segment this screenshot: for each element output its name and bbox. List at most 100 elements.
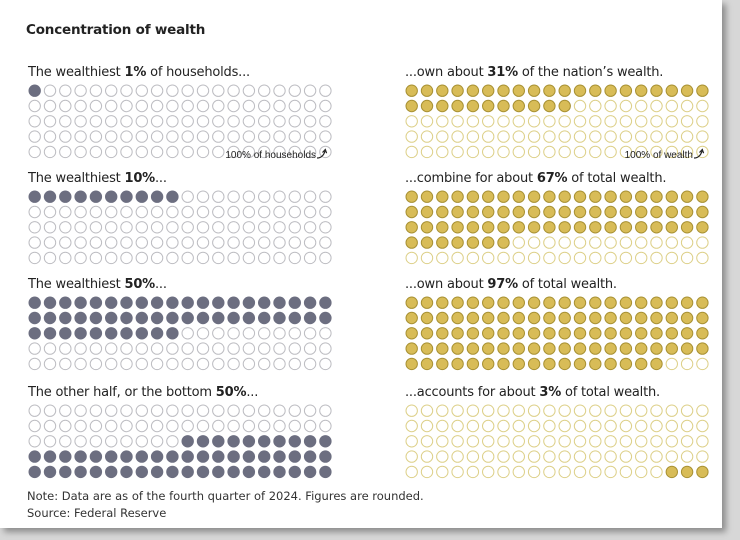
households-unit-filled <box>181 450 194 463</box>
wealth-unit-filled <box>589 311 602 325</box>
households-unit-empty <box>319 342 332 355</box>
households-unit-empty <box>150 115 164 128</box>
wealth-unit-empty <box>512 115 526 128</box>
wealth-unit-filled <box>466 342 480 355</box>
wealth-unit-empty <box>558 465 571 479</box>
wealth-unit-empty <box>665 236 678 249</box>
wealth-unit-filled <box>420 311 434 325</box>
wealth-unit-empty <box>650 115 663 128</box>
households-panel-label-post: of households... <box>146 65 250 80</box>
wealth-unit-filled <box>635 221 648 234</box>
wealth-unit-filled <box>436 190 449 203</box>
wealth-unit-empty <box>451 115 464 128</box>
households-unit-empty <box>59 236 72 249</box>
households-unit-filled <box>105 296 118 309</box>
households-unit-empty <box>59 84 72 97</box>
wealth-unit-filled <box>482 205 495 219</box>
households-unit-empty <box>212 404 225 417</box>
households-unit-empty <box>105 251 118 265</box>
households-unit-filled <box>135 296 149 309</box>
wealth-unit-empty <box>436 251 449 265</box>
wealth-unit-empty <box>497 115 510 128</box>
households-unit-empty <box>212 251 225 265</box>
households-unit-empty <box>28 435 41 448</box>
wealth-unit-empty <box>482 130 495 143</box>
wealth-unit-empty <box>405 404 418 417</box>
households-unit-empty <box>288 145 301 159</box>
wealth-unit-filled <box>650 296 663 309</box>
wealth-unit-empty <box>420 419 434 433</box>
wealth-unit-filled <box>543 205 556 219</box>
households-unit-filled <box>105 190 118 203</box>
households-unit-empty <box>258 99 271 113</box>
wealth-unit-filled <box>436 236 449 249</box>
wealth-panel-2: ...combine for about 67% of total wealth… <box>405 170 709 270</box>
wealth-unit-empty <box>420 251 434 265</box>
wealth-unit-filled <box>665 296 678 309</box>
wealth-unit-empty <box>527 435 541 448</box>
households-unit-filled <box>196 311 210 325</box>
wealth-unit-empty <box>589 115 602 128</box>
wealth-unit-filled <box>451 342 464 355</box>
households-unit-filled <box>150 296 164 309</box>
households-unit-empty <box>74 221 87 234</box>
wealth-unit-filled <box>543 84 556 97</box>
wealth-unit-empty <box>558 419 571 433</box>
wealth-unit-empty <box>619 130 633 143</box>
wealth-panel-label-value: 3% <box>539 385 562 400</box>
households-unit-filled <box>227 435 240 448</box>
households-unit-empty <box>105 236 118 249</box>
households-unit-empty <box>43 221 57 234</box>
wealth-unit-empty <box>405 465 418 479</box>
wealth-unit-filled <box>527 99 541 113</box>
wealth-unit-empty <box>527 404 541 417</box>
households-unit-empty <box>227 251 240 265</box>
households-unit-empty <box>89 99 103 113</box>
households-panel-3: The wealthiest 50%... <box>28 276 332 376</box>
households-unit-filled <box>59 311 72 325</box>
wealth-unit-filled <box>482 99 495 113</box>
households-unit-empty <box>273 130 286 143</box>
households-unit-empty <box>59 130 72 143</box>
wealth-unit-filled <box>466 327 480 340</box>
wealth-unit-empty <box>619 99 633 113</box>
wealth-unit-filled <box>482 84 495 97</box>
wealth-unit-filled <box>451 99 464 113</box>
households-unit-empty <box>319 190 332 203</box>
households-unit-empty <box>120 251 133 265</box>
households-unit-empty <box>196 130 210 143</box>
wealth-unit-empty <box>512 465 526 479</box>
wealth-unit-empty <box>696 251 709 265</box>
wealth-unit-empty <box>543 145 556 159</box>
wealth-unit-empty <box>466 404 480 417</box>
wealth-unit-filled <box>497 342 510 355</box>
wealth-unit-filled <box>635 311 648 325</box>
households-unit-empty <box>258 205 271 219</box>
wealth-unit-empty <box>573 450 587 463</box>
households-unit-empty <box>59 404 72 417</box>
wealth-unit-filled <box>635 205 648 219</box>
wealth-unit-filled <box>527 296 541 309</box>
wealth-waffle-svg <box>405 296 709 371</box>
wealth-unit-filled <box>405 296 418 309</box>
wealth-unit-empty <box>680 435 694 448</box>
households-panel-label-pre: The other half, or the bottom <box>28 385 216 400</box>
wealth-total-annotation-text: 100% of wealth <box>624 150 693 161</box>
wealth-unit-filled <box>573 221 587 234</box>
wealth-unit-empty <box>558 251 571 265</box>
wealth-unit-empty <box>665 251 678 265</box>
wealth-panel-label-value: 67% <box>536 171 568 186</box>
households-unit-empty <box>28 342 41 355</box>
wealth-unit-empty <box>635 435 648 448</box>
wealth-unit-filled <box>665 205 678 219</box>
wealth-unit-filled <box>466 296 480 309</box>
wealth-unit-empty <box>573 419 587 433</box>
wealth-unit-filled <box>436 311 449 325</box>
wealth-unit-filled <box>436 84 449 97</box>
households-unit-filled <box>59 327 72 340</box>
wealth-unit-filled <box>619 84 633 97</box>
households-unit-empty <box>258 145 271 159</box>
wealth-unit-empty <box>512 404 526 417</box>
wealth-unit-filled <box>665 221 678 234</box>
wealth-unit-empty <box>527 465 541 479</box>
